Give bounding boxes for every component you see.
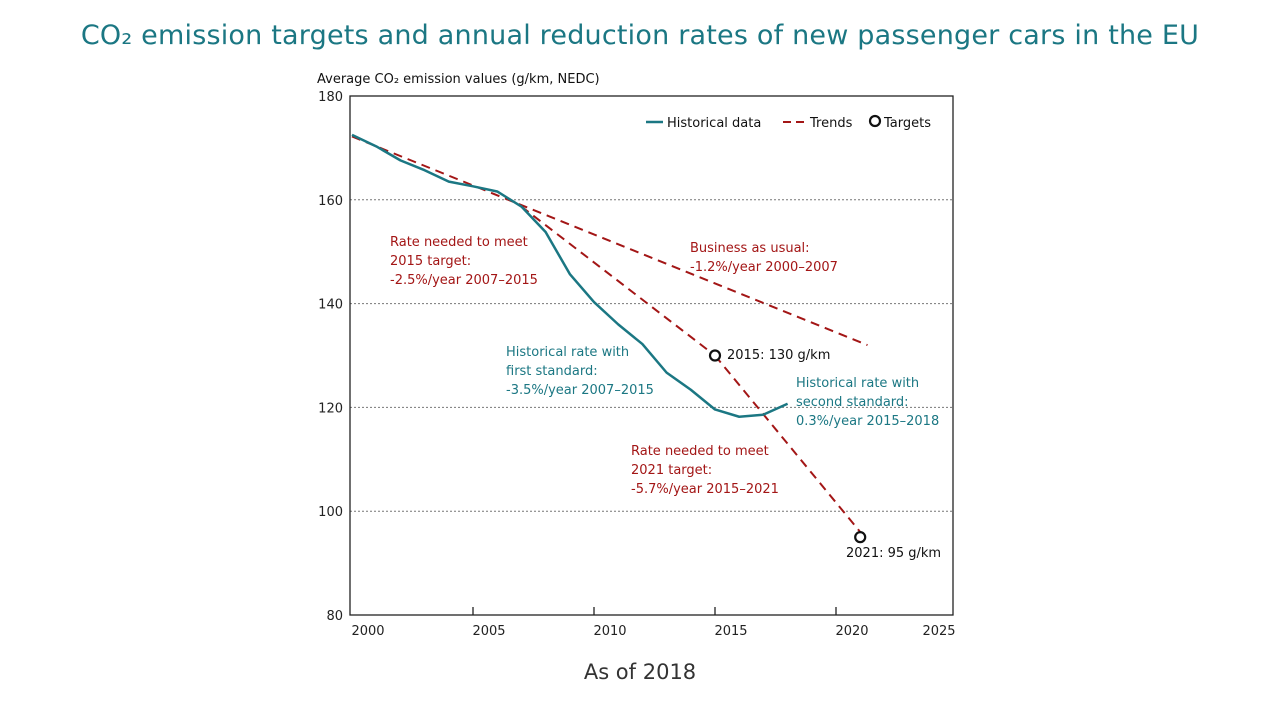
target-marker [708,349,722,362]
trend-line [714,354,861,533]
legend-targets-label: Targets [883,116,931,131]
annotation-line: -1.2%/year 2000–2007 [690,260,838,275]
annotation-line: 2021 target: [631,463,712,478]
x-tick-label: 2015 [714,624,747,639]
plot-frame [349,95,954,616]
y-tick-label: 160 [318,194,343,209]
annotation-line: -3.5%/year 2007–2015 [506,383,654,398]
x-tick-label: 2025 [922,624,955,639]
annotation-historical-second-standard: Historical rate with second standard: 0.… [796,376,939,429]
y-tick-label: 80 [326,609,343,624]
annotation-business-as-usual: Business as usual: -1.2%/year 2000–2007 [690,241,838,275]
annotation-line: second standard: [796,395,909,410]
trend-line [351,135,868,347]
target-2021-label: 2021: 95 g/km [846,546,941,561]
y-tick-label: 180 [318,90,343,105]
x-tick-label: 2005 [472,624,505,639]
annotation-line: Business as usual: [690,241,810,256]
legend-trends-label: Trends [809,116,853,131]
legend-targets-swatch [868,114,882,128]
annotation-line: Rate needed to meet [631,444,769,459]
page-title: CO₂ emission targets and annual reductio… [80,20,1200,51]
annotation-line: 0.3%/year 2015–2018 [796,414,939,429]
annotation-line: -5.7%/year 2015–2021 [631,482,779,497]
x-tick-label: 2010 [593,624,626,639]
y-tick-label: 100 [318,505,343,520]
annotation-rate-2015: Rate needed to meet 2015 target: -2.5%/y… [390,235,538,288]
annotation-line: Historical rate with [796,376,919,391]
target-2015-label: 2015: 130 g/km [727,348,830,363]
y-tick-label: 140 [318,298,343,313]
legend: Historical data Trends Targets [646,114,931,131]
annotation-line: 2015 target: [390,254,471,269]
y-axis-label: Average CO₂ emission values (g/km, NEDC) [317,72,600,87]
x-tick-label: 2000 [351,624,384,639]
trend-line [520,205,716,357]
legend-historical-label: Historical data [667,116,761,131]
annotation-line: first standard: [506,364,598,379]
annotation-line: Rate needed to meet [390,235,528,250]
target-marker [854,531,867,544]
annotation-historical-first-standard: Historical rate with first standard: -3.… [506,345,654,398]
y-tick-label: 120 [318,401,343,416]
annotation-line: -2.5%/year 2007–2015 [390,273,538,288]
historical-data-line [351,133,789,418]
footer-note: As of 2018 [583,660,697,684]
x-tick-label: 2020 [835,624,868,639]
annotation-line: Historical rate with [506,345,629,360]
annotation-rate-2021: Rate needed to meet 2021 target: -5.7%/y… [631,444,779,497]
